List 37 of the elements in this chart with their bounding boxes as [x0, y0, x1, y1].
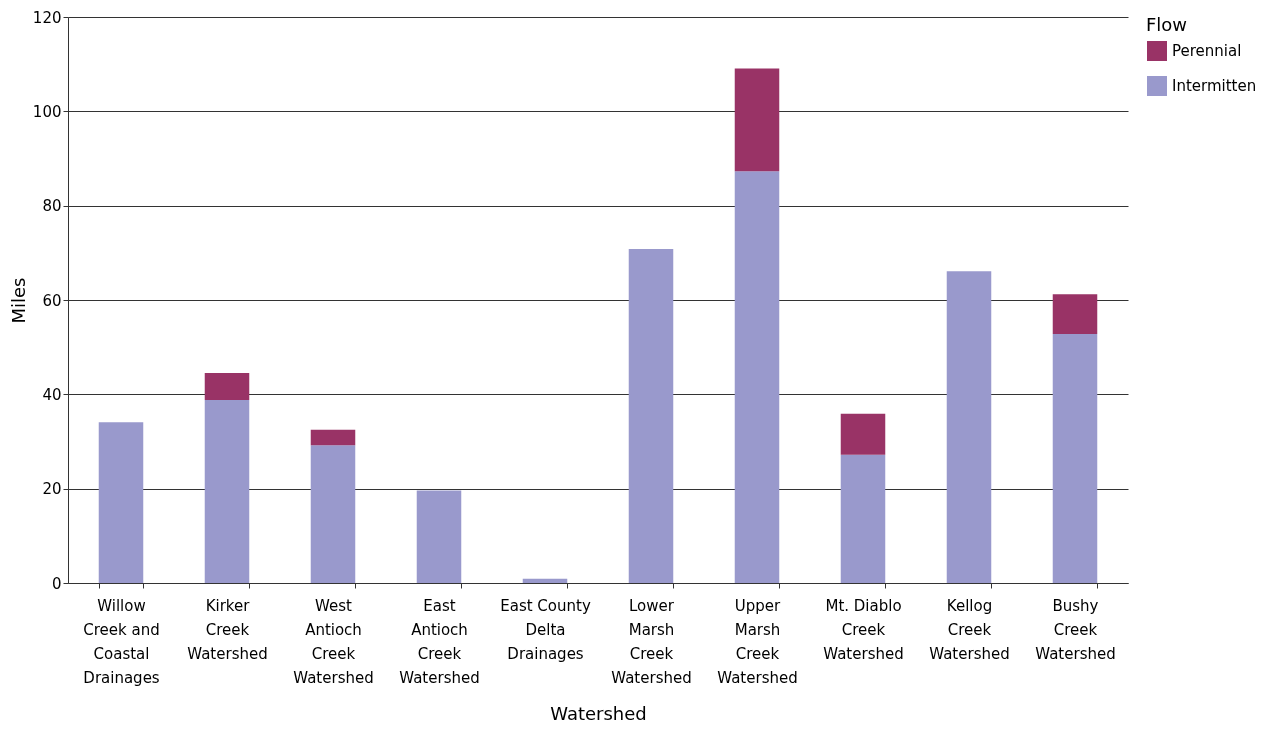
- y-axis-title: Miles: [7, 277, 29, 324]
- bar: [628, 249, 674, 583]
- x-tick-label: Mt. Diablo Creek Watershed: [823, 596, 904, 663]
- legend-title: Flow: [1146, 14, 1188, 35]
- bar: [310, 445, 356, 583]
- bar: [840, 454, 886, 583]
- bar: [98, 422, 144, 583]
- x-tick-label: Kirker Creek Watershed: [187, 596, 268, 663]
- x-tick-label: West Antioch Creek Watershed: [293, 596, 374, 687]
- x-tick-label: Bushy Creek Watershed: [1035, 596, 1116, 663]
- bar: [310, 429, 356, 446]
- y-tick-label: 80: [42, 197, 62, 216]
- legend-label: Intermitten: [1172, 77, 1257, 95]
- bar: [204, 373, 250, 400]
- x-tick-label: Lower Marsh Creek Watershed: [611, 596, 692, 687]
- legend-label: Perennial: [1172, 42, 1242, 60]
- bar: [416, 490, 462, 583]
- y-tick-label: 120: [32, 8, 62, 27]
- x-tick-label: Kellog Creek Watershed: [929, 596, 1010, 663]
- y-tick-label: 20: [42, 480, 62, 499]
- y-tick-label: 100: [32, 102, 62, 121]
- bar: [1052, 294, 1098, 334]
- x-tick-label: East Antioch Creek Watershed: [399, 596, 480, 687]
- bar: [946, 271, 992, 583]
- x-tick-label: Upper Marsh Creek Watershed: [717, 596, 798, 687]
- x-tick-label: East County Delta Drainages: [500, 596, 591, 663]
- bar: [734, 171, 780, 583]
- bar: [522, 578, 568, 583]
- x-tick-label: Willow Creek and Coastal Drainages: [83, 596, 160, 687]
- y-tick-label: 0: [51, 574, 62, 593]
- bar: [840, 413, 886, 455]
- bar: [734, 68, 780, 172]
- y-tick-label: 40: [42, 385, 62, 404]
- x-axis-title: Watershed: [550, 702, 647, 724]
- bar: [204, 399, 250, 583]
- bar: [1052, 333, 1098, 583]
- y-tick-label: 60: [42, 291, 62, 310]
